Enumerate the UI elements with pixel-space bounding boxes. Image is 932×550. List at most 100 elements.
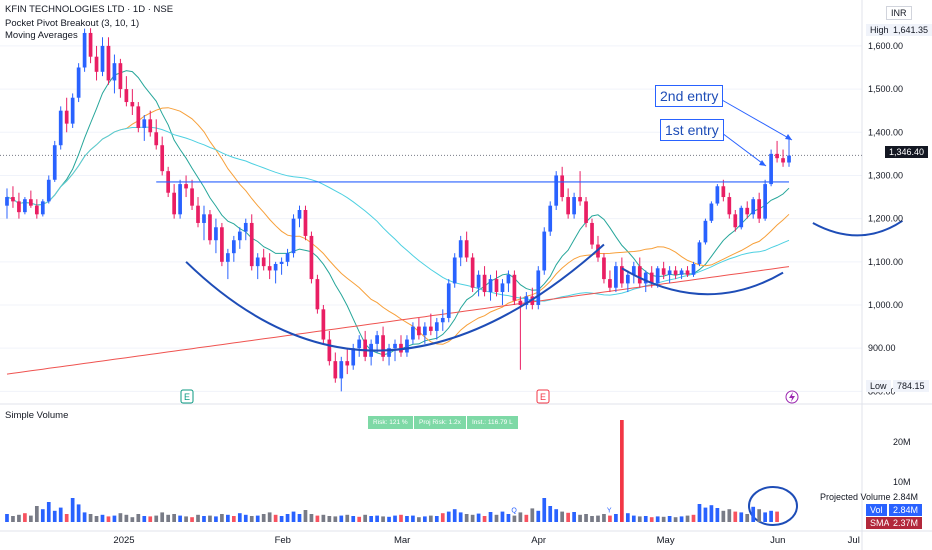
volume-bar: [560, 511, 565, 522]
volume-bar: [590, 516, 594, 522]
time-tick-label: May: [657, 535, 675, 546]
volume-bar: [64, 514, 69, 522]
time-tick-label: Feb: [275, 535, 291, 546]
candle-body: [237, 231, 242, 241]
candle-body: [220, 227, 224, 262]
candle-body: [775, 153, 779, 159]
moving-averages: [6, 70, 790, 375]
cup-curve: [185, 243, 605, 352]
candle-body: [751, 199, 756, 215]
candle-body: [291, 218, 296, 254]
volume-bar: [124, 514, 129, 522]
low-value: 784.15: [893, 380, 929, 392]
candle-body: [536, 270, 541, 305]
first-entry-arrowhead: [759, 160, 766, 166]
candle-body: [172, 192, 176, 215]
volume-marker-y: Y: [607, 508, 612, 515]
volume-bar: [40, 509, 45, 522]
volume-bar: [333, 516, 338, 522]
candle-body: [781, 158, 785, 163]
high-label: High: [866, 24, 893, 36]
candle-body: [739, 207, 744, 228]
candle-body: [673, 270, 678, 275]
earnings-marker-text: E: [540, 392, 546, 402]
volume-bar: [190, 517, 194, 522]
candlestick-series: [5, 28, 791, 392]
candle-body: [488, 279, 493, 293]
candle-body: [40, 201, 45, 215]
candle-body: [297, 210, 302, 219]
volume-bar: [142, 516, 147, 522]
candle-body: [315, 279, 320, 310]
volume-bar: [703, 507, 708, 522]
earnings-marker-text: E: [184, 392, 190, 402]
candle-body: [94, 56, 99, 72]
second-entry-arrow: [721, 99, 793, 141]
candle-body: [136, 106, 141, 128]
candle-body: [548, 205, 553, 232]
volume-bar: [106, 516, 111, 522]
volume-bar: [655, 516, 660, 522]
volume-bar: [243, 514, 248, 522]
volume-bar: [399, 514, 403, 522]
sma-label: SMA: [866, 517, 894, 529]
candle-body: [572, 197, 576, 215]
candle-body: [148, 119, 153, 133]
volume-bar: [661, 516, 666, 522]
candle-body: [494, 279, 499, 293]
last-price-tag: 1,346.40: [885, 146, 929, 158]
price-tick-label: 1,300.00: [868, 170, 903, 180]
candle-body: [512, 274, 517, 301]
volume-tick-label: 10M: [893, 477, 911, 487]
volume-bar: [739, 512, 744, 522]
candle-body: [321, 309, 326, 340]
candle-body: [554, 175, 559, 206]
volume-bar: [34, 506, 39, 522]
candle-body: [196, 205, 200, 223]
volume-bar: [721, 510, 726, 522]
candle-body: [118, 63, 123, 90]
candle-body: [249, 222, 254, 267]
volume-bar: [351, 516, 356, 522]
volume-bar: [417, 517, 421, 522]
volume-bar: [428, 515, 433, 522]
candle-body: [5, 197, 9, 206]
volume-bar: [148, 516, 153, 522]
volume-bar: [279, 516, 284, 522]
base-curve: [812, 219, 903, 237]
volume-bar: [536, 510, 541, 522]
volume-bar: [476, 513, 481, 522]
volume-bar: [46, 502, 51, 522]
candle-body: [405, 339, 409, 353]
candle-body: [46, 179, 51, 202]
volume-bar: [267, 512, 272, 522]
candle-body: [303, 210, 308, 236]
volume-bar: [166, 514, 171, 522]
candle-body: [82, 32, 87, 68]
candle-body: [566, 197, 570, 215]
candle-body: [70, 97, 75, 124]
ma-mid-line: [6, 107, 790, 345]
candle-body: [208, 214, 212, 241]
candle-body: [518, 300, 523, 305]
candle-body: [333, 361, 338, 379]
candle-body: [697, 242, 702, 264]
candle-body: [184, 184, 188, 189]
volume-bar: [315, 515, 320, 522]
candle-body: [608, 279, 612, 288]
candle-body: [625, 274, 630, 284]
indicator-pocket-pivot[interactable]: Pocket Pivot Breakout (3, 10, 1): [5, 18, 140, 29]
indicator-moving-averages[interactable]: Moving Averages: [5, 30, 78, 41]
candle-body: [428, 326, 433, 331]
candle-body: [112, 63, 117, 81]
vol-label: Vol: [866, 504, 887, 516]
candle-body: [685, 270, 690, 275]
earnings-marker: [180, 389, 194, 404]
volume-bar: [249, 516, 254, 522]
volume-bar: [363, 514, 368, 522]
candle-body: [631, 266, 636, 275]
currency-label[interactable]: INR: [886, 6, 912, 20]
volume-pane-title[interactable]: Simple Volume: [5, 410, 69, 421]
candle-body: [11, 197, 15, 202]
